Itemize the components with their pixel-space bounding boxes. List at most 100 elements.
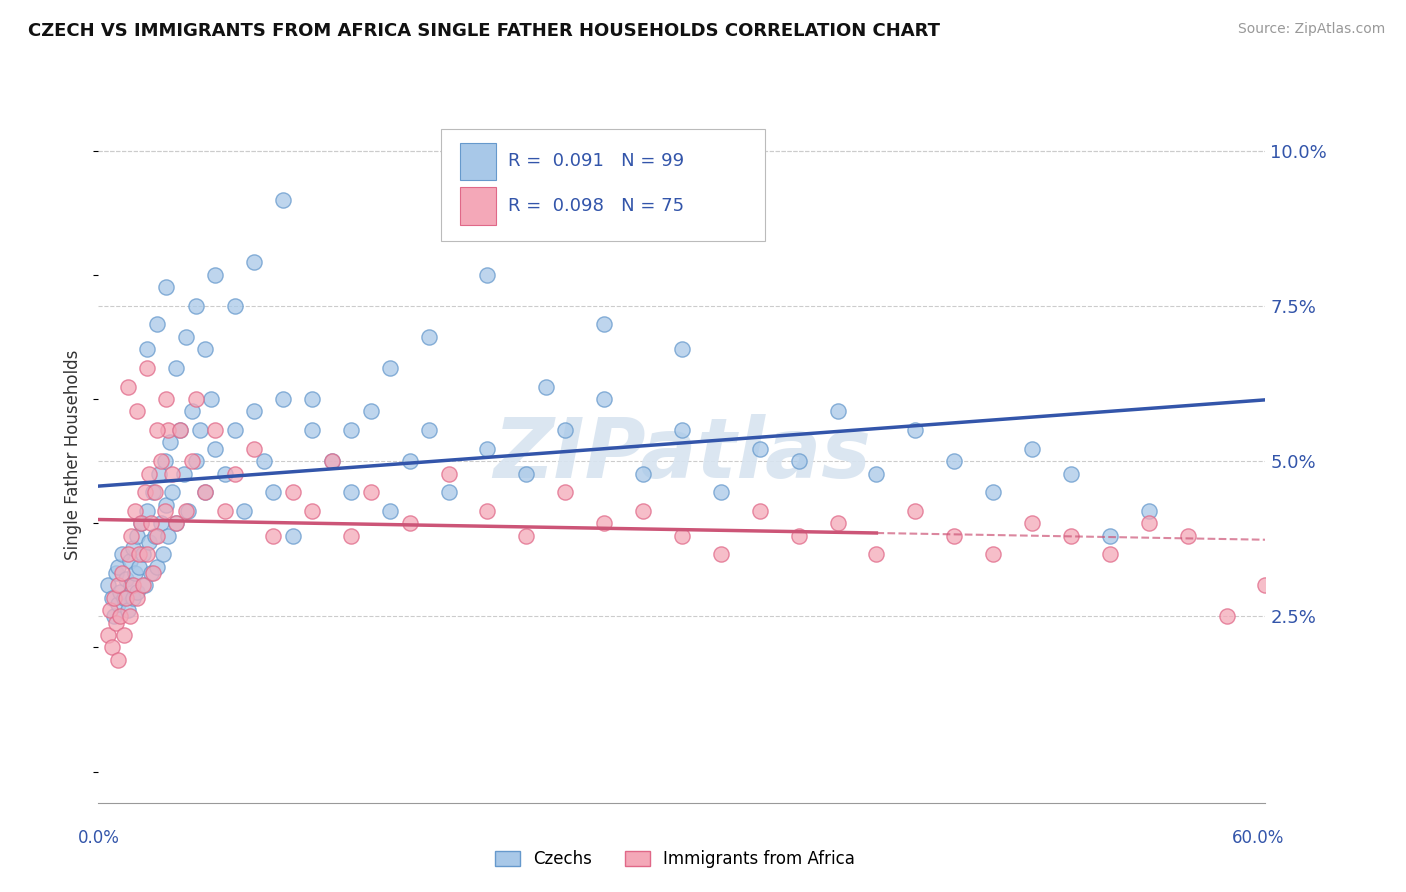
Point <box>224 467 246 481</box>
Point <box>149 516 172 531</box>
Point <box>146 318 169 332</box>
Point <box>157 423 180 437</box>
Point <box>153 454 176 468</box>
Point <box>281 529 304 543</box>
Point <box>104 566 127 580</box>
Point <box>155 280 177 294</box>
Point <box>97 578 120 592</box>
Point <box>111 547 134 561</box>
Point <box>122 541 145 555</box>
Point <box>174 330 197 344</box>
Point <box>515 529 537 543</box>
Point <box>194 343 217 357</box>
Point <box>162 467 184 481</box>
Point <box>194 485 217 500</box>
Point <box>134 578 156 592</box>
Point <box>398 454 420 468</box>
Point <box>477 504 499 518</box>
Point <box>534 379 557 393</box>
Point <box>153 504 176 518</box>
Point <box>477 268 499 282</box>
Point <box>281 485 304 500</box>
Point <box>107 578 129 592</box>
Point <box>593 516 616 531</box>
Point <box>184 454 207 468</box>
Point <box>146 559 169 574</box>
Point <box>224 299 246 313</box>
Point <box>138 534 160 549</box>
Point <box>477 442 499 456</box>
Point <box>398 516 420 531</box>
Point <box>124 566 146 580</box>
Point <box>1098 529 1121 543</box>
Point <box>165 516 187 531</box>
Point <box>1021 442 1043 456</box>
Point <box>107 597 129 611</box>
Point <box>262 529 284 543</box>
Point <box>787 529 810 543</box>
Point <box>117 603 139 617</box>
Point <box>671 423 693 437</box>
Point <box>128 547 150 561</box>
Point <box>1098 547 1121 561</box>
Point <box>118 609 141 624</box>
Point <box>114 572 136 586</box>
Point <box>262 485 284 500</box>
Point <box>139 516 162 531</box>
Point <box>117 547 139 561</box>
Text: Source: ZipAtlas.com: Source: ZipAtlas.com <box>1237 22 1385 37</box>
Point <box>184 392 207 406</box>
Point <box>143 529 166 543</box>
Point <box>174 504 197 518</box>
Point <box>127 591 149 605</box>
Point <box>173 467 195 481</box>
Point <box>98 603 121 617</box>
Point <box>143 485 166 500</box>
Point <box>631 504 654 518</box>
Point <box>132 578 155 592</box>
Point <box>981 485 1004 500</box>
Point <box>138 467 160 481</box>
Point <box>169 423 191 437</box>
Point <box>437 485 460 500</box>
Point <box>159 435 181 450</box>
Point <box>200 392 222 406</box>
Y-axis label: Single Father Households: Single Father Households <box>65 350 83 560</box>
Point <box>787 454 810 468</box>
Point <box>162 485 184 500</box>
Point <box>243 255 266 269</box>
Point <box>128 559 150 574</box>
Point <box>748 442 770 456</box>
Point <box>169 423 191 437</box>
Point <box>321 454 343 468</box>
Point <box>142 485 165 500</box>
Point <box>165 360 187 375</box>
Point <box>124 504 146 518</box>
Point <box>127 584 149 599</box>
Point <box>243 404 266 418</box>
Point <box>340 529 363 543</box>
Point <box>418 423 440 437</box>
Point <box>114 591 136 605</box>
Point <box>865 547 887 561</box>
Point <box>301 423 323 437</box>
Point <box>943 529 966 543</box>
Point <box>224 423 246 437</box>
Point <box>904 504 927 518</box>
Point <box>122 578 145 592</box>
Text: R =  0.098   N = 75: R = 0.098 N = 75 <box>508 197 683 215</box>
Text: ZIPatlas: ZIPatlas <box>494 415 870 495</box>
Point <box>554 485 576 500</box>
Point <box>107 653 129 667</box>
Point <box>1060 467 1083 481</box>
Point <box>155 392 177 406</box>
Text: 60.0%: 60.0% <box>1232 829 1285 847</box>
Point <box>108 584 131 599</box>
Point <box>904 423 927 437</box>
Point <box>233 504 256 518</box>
Point <box>981 547 1004 561</box>
Point <box>184 299 207 313</box>
Point <box>112 591 135 605</box>
Point <box>136 360 159 375</box>
Point <box>180 404 202 418</box>
